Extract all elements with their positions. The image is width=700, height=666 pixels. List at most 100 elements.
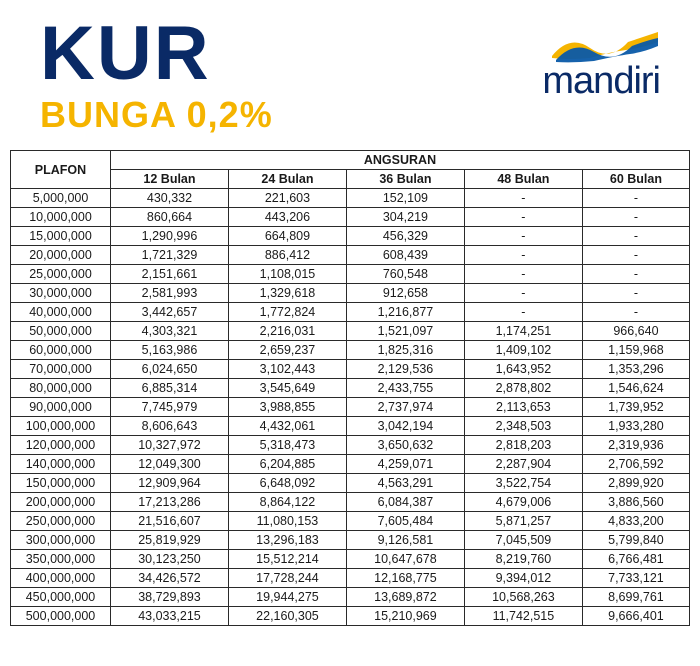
value-cell: 6,766,481 bbox=[582, 550, 689, 569]
value-cell: 3,042,194 bbox=[346, 417, 464, 436]
plafon-cell: 120,000,000 bbox=[11, 436, 111, 455]
table-body: 5,000,000430,332221,603152,109--10,000,0… bbox=[11, 189, 690, 626]
value-cell: 1,721,329 bbox=[111, 246, 229, 265]
value-cell: 4,432,061 bbox=[228, 417, 346, 436]
value-cell: 43,033,215 bbox=[111, 607, 229, 626]
value-cell: 22,160,305 bbox=[228, 607, 346, 626]
tenor-60: 60 Bulan bbox=[582, 170, 689, 189]
table-row: 10,000,000860,664443,206304,219-- bbox=[11, 208, 690, 227]
value-cell: 1,290,996 bbox=[111, 227, 229, 246]
plafon-cell: 200,000,000 bbox=[11, 493, 111, 512]
value-cell: 10,647,678 bbox=[346, 550, 464, 569]
plafon-cell: 90,000,000 bbox=[11, 398, 111, 417]
plafon-cell: 400,000,000 bbox=[11, 569, 111, 588]
value-cell: - bbox=[582, 227, 689, 246]
plafon-cell: 15,000,000 bbox=[11, 227, 111, 246]
value-cell: 6,885,314 bbox=[111, 379, 229, 398]
value-cell: 664,809 bbox=[228, 227, 346, 246]
value-cell: 443,206 bbox=[228, 208, 346, 227]
table-row: 70,000,0006,024,6503,102,4432,129,5361,6… bbox=[11, 360, 690, 379]
page-title: KUR bbox=[40, 18, 273, 90]
plafon-cell: 70,000,000 bbox=[11, 360, 111, 379]
value-cell: 19,944,275 bbox=[228, 588, 346, 607]
value-cell: 6,648,092 bbox=[228, 474, 346, 493]
value-cell: 1,409,102 bbox=[464, 341, 582, 360]
value-cell: 13,296,183 bbox=[228, 531, 346, 550]
value-cell: 7,745,979 bbox=[111, 398, 229, 417]
value-cell: - bbox=[464, 208, 582, 227]
value-cell: 17,213,286 bbox=[111, 493, 229, 512]
plafon-cell: 40,000,000 bbox=[11, 303, 111, 322]
value-cell: 2,348,503 bbox=[464, 417, 582, 436]
value-cell: - bbox=[464, 189, 582, 208]
value-cell: 4,679,006 bbox=[464, 493, 582, 512]
tenor-header-row: 12 Bulan 24 Bulan 36 Bulan 48 Bulan 60 B… bbox=[11, 170, 690, 189]
value-cell: 912,658 bbox=[346, 284, 464, 303]
value-cell: 5,163,986 bbox=[111, 341, 229, 360]
value-cell: 430,332 bbox=[111, 189, 229, 208]
value-cell: 860,664 bbox=[111, 208, 229, 227]
value-cell: 9,394,012 bbox=[464, 569, 582, 588]
plafon-cell: 20,000,000 bbox=[11, 246, 111, 265]
col-header-plafon: PLAFON bbox=[11, 151, 111, 189]
value-cell: 4,303,321 bbox=[111, 322, 229, 341]
table-row: 30,000,0002,581,9931,329,618912,658-- bbox=[11, 284, 690, 303]
value-cell: 2,113,653 bbox=[464, 398, 582, 417]
value-cell: 1,216,877 bbox=[346, 303, 464, 322]
value-cell: 13,689,872 bbox=[346, 588, 464, 607]
value-cell: 11,080,153 bbox=[228, 512, 346, 531]
value-cell: 966,640 bbox=[582, 322, 689, 341]
value-cell: 304,219 bbox=[346, 208, 464, 227]
value-cell: 1,159,968 bbox=[582, 341, 689, 360]
value-cell: 152,109 bbox=[346, 189, 464, 208]
value-cell: 38,729,893 bbox=[111, 588, 229, 607]
table-row: 140,000,00012,049,3006,204,8854,259,0712… bbox=[11, 455, 690, 474]
tenor-48: 48 Bulan bbox=[464, 170, 582, 189]
plafon-cell: 350,000,000 bbox=[11, 550, 111, 569]
tenor-36: 36 Bulan bbox=[346, 170, 464, 189]
plafon-cell: 450,000,000 bbox=[11, 588, 111, 607]
value-cell: 221,603 bbox=[228, 189, 346, 208]
table-row: 20,000,0001,721,329886,412608,439-- bbox=[11, 246, 690, 265]
value-cell: 4,563,291 bbox=[346, 474, 464, 493]
value-cell: - bbox=[464, 303, 582, 322]
value-cell: 3,522,754 bbox=[464, 474, 582, 493]
value-cell: 1,772,824 bbox=[228, 303, 346, 322]
value-cell: 1,353,296 bbox=[582, 360, 689, 379]
value-cell: 5,871,257 bbox=[464, 512, 582, 531]
value-cell: - bbox=[464, 265, 582, 284]
value-cell: 3,102,443 bbox=[228, 360, 346, 379]
value-cell: 6,024,650 bbox=[111, 360, 229, 379]
value-cell: 2,319,936 bbox=[582, 436, 689, 455]
table-row: 15,000,0001,290,996664,809456,329-- bbox=[11, 227, 690, 246]
table-container: PLAFON ANGSURAN 12 Bulan 24 Bulan 36 Bul… bbox=[0, 136, 700, 626]
value-cell: - bbox=[582, 189, 689, 208]
table-row: 350,000,00030,123,25015,512,21410,647,67… bbox=[11, 550, 690, 569]
value-cell: 1,933,280 bbox=[582, 417, 689, 436]
value-cell: 10,327,972 bbox=[111, 436, 229, 455]
table-row: 25,000,0002,151,6611,108,015760,548-- bbox=[11, 265, 690, 284]
value-cell: 2,659,237 bbox=[228, 341, 346, 360]
value-cell: - bbox=[464, 284, 582, 303]
value-cell: 886,412 bbox=[228, 246, 346, 265]
value-cell: 25,819,929 bbox=[111, 531, 229, 550]
value-cell: 34,426,572 bbox=[111, 569, 229, 588]
value-cell: 456,329 bbox=[346, 227, 464, 246]
value-cell: 1,521,097 bbox=[346, 322, 464, 341]
plafon-cell: 500,000,000 bbox=[11, 607, 111, 626]
value-cell: 2,737,974 bbox=[346, 398, 464, 417]
plafon-cell: 30,000,000 bbox=[11, 284, 111, 303]
value-cell: 3,545,649 bbox=[228, 379, 346, 398]
table-row: 40,000,0003,442,6571,772,8241,216,877-- bbox=[11, 303, 690, 322]
subtitle: BUNGA 0,2% bbox=[40, 94, 273, 136]
plafon-cell: 10,000,000 bbox=[11, 208, 111, 227]
table-row: 450,000,00038,729,89319,944,27513,689,87… bbox=[11, 588, 690, 607]
table-row: 300,000,00025,819,92913,296,1839,126,581… bbox=[11, 531, 690, 550]
table-row: 400,000,00034,426,57217,728,24412,168,77… bbox=[11, 569, 690, 588]
value-cell: 608,439 bbox=[346, 246, 464, 265]
value-cell: 1,546,624 bbox=[582, 379, 689, 398]
value-cell: 9,126,581 bbox=[346, 531, 464, 550]
plafon-cell: 60,000,000 bbox=[11, 341, 111, 360]
value-cell: 4,833,200 bbox=[582, 512, 689, 531]
value-cell: 7,045,509 bbox=[464, 531, 582, 550]
